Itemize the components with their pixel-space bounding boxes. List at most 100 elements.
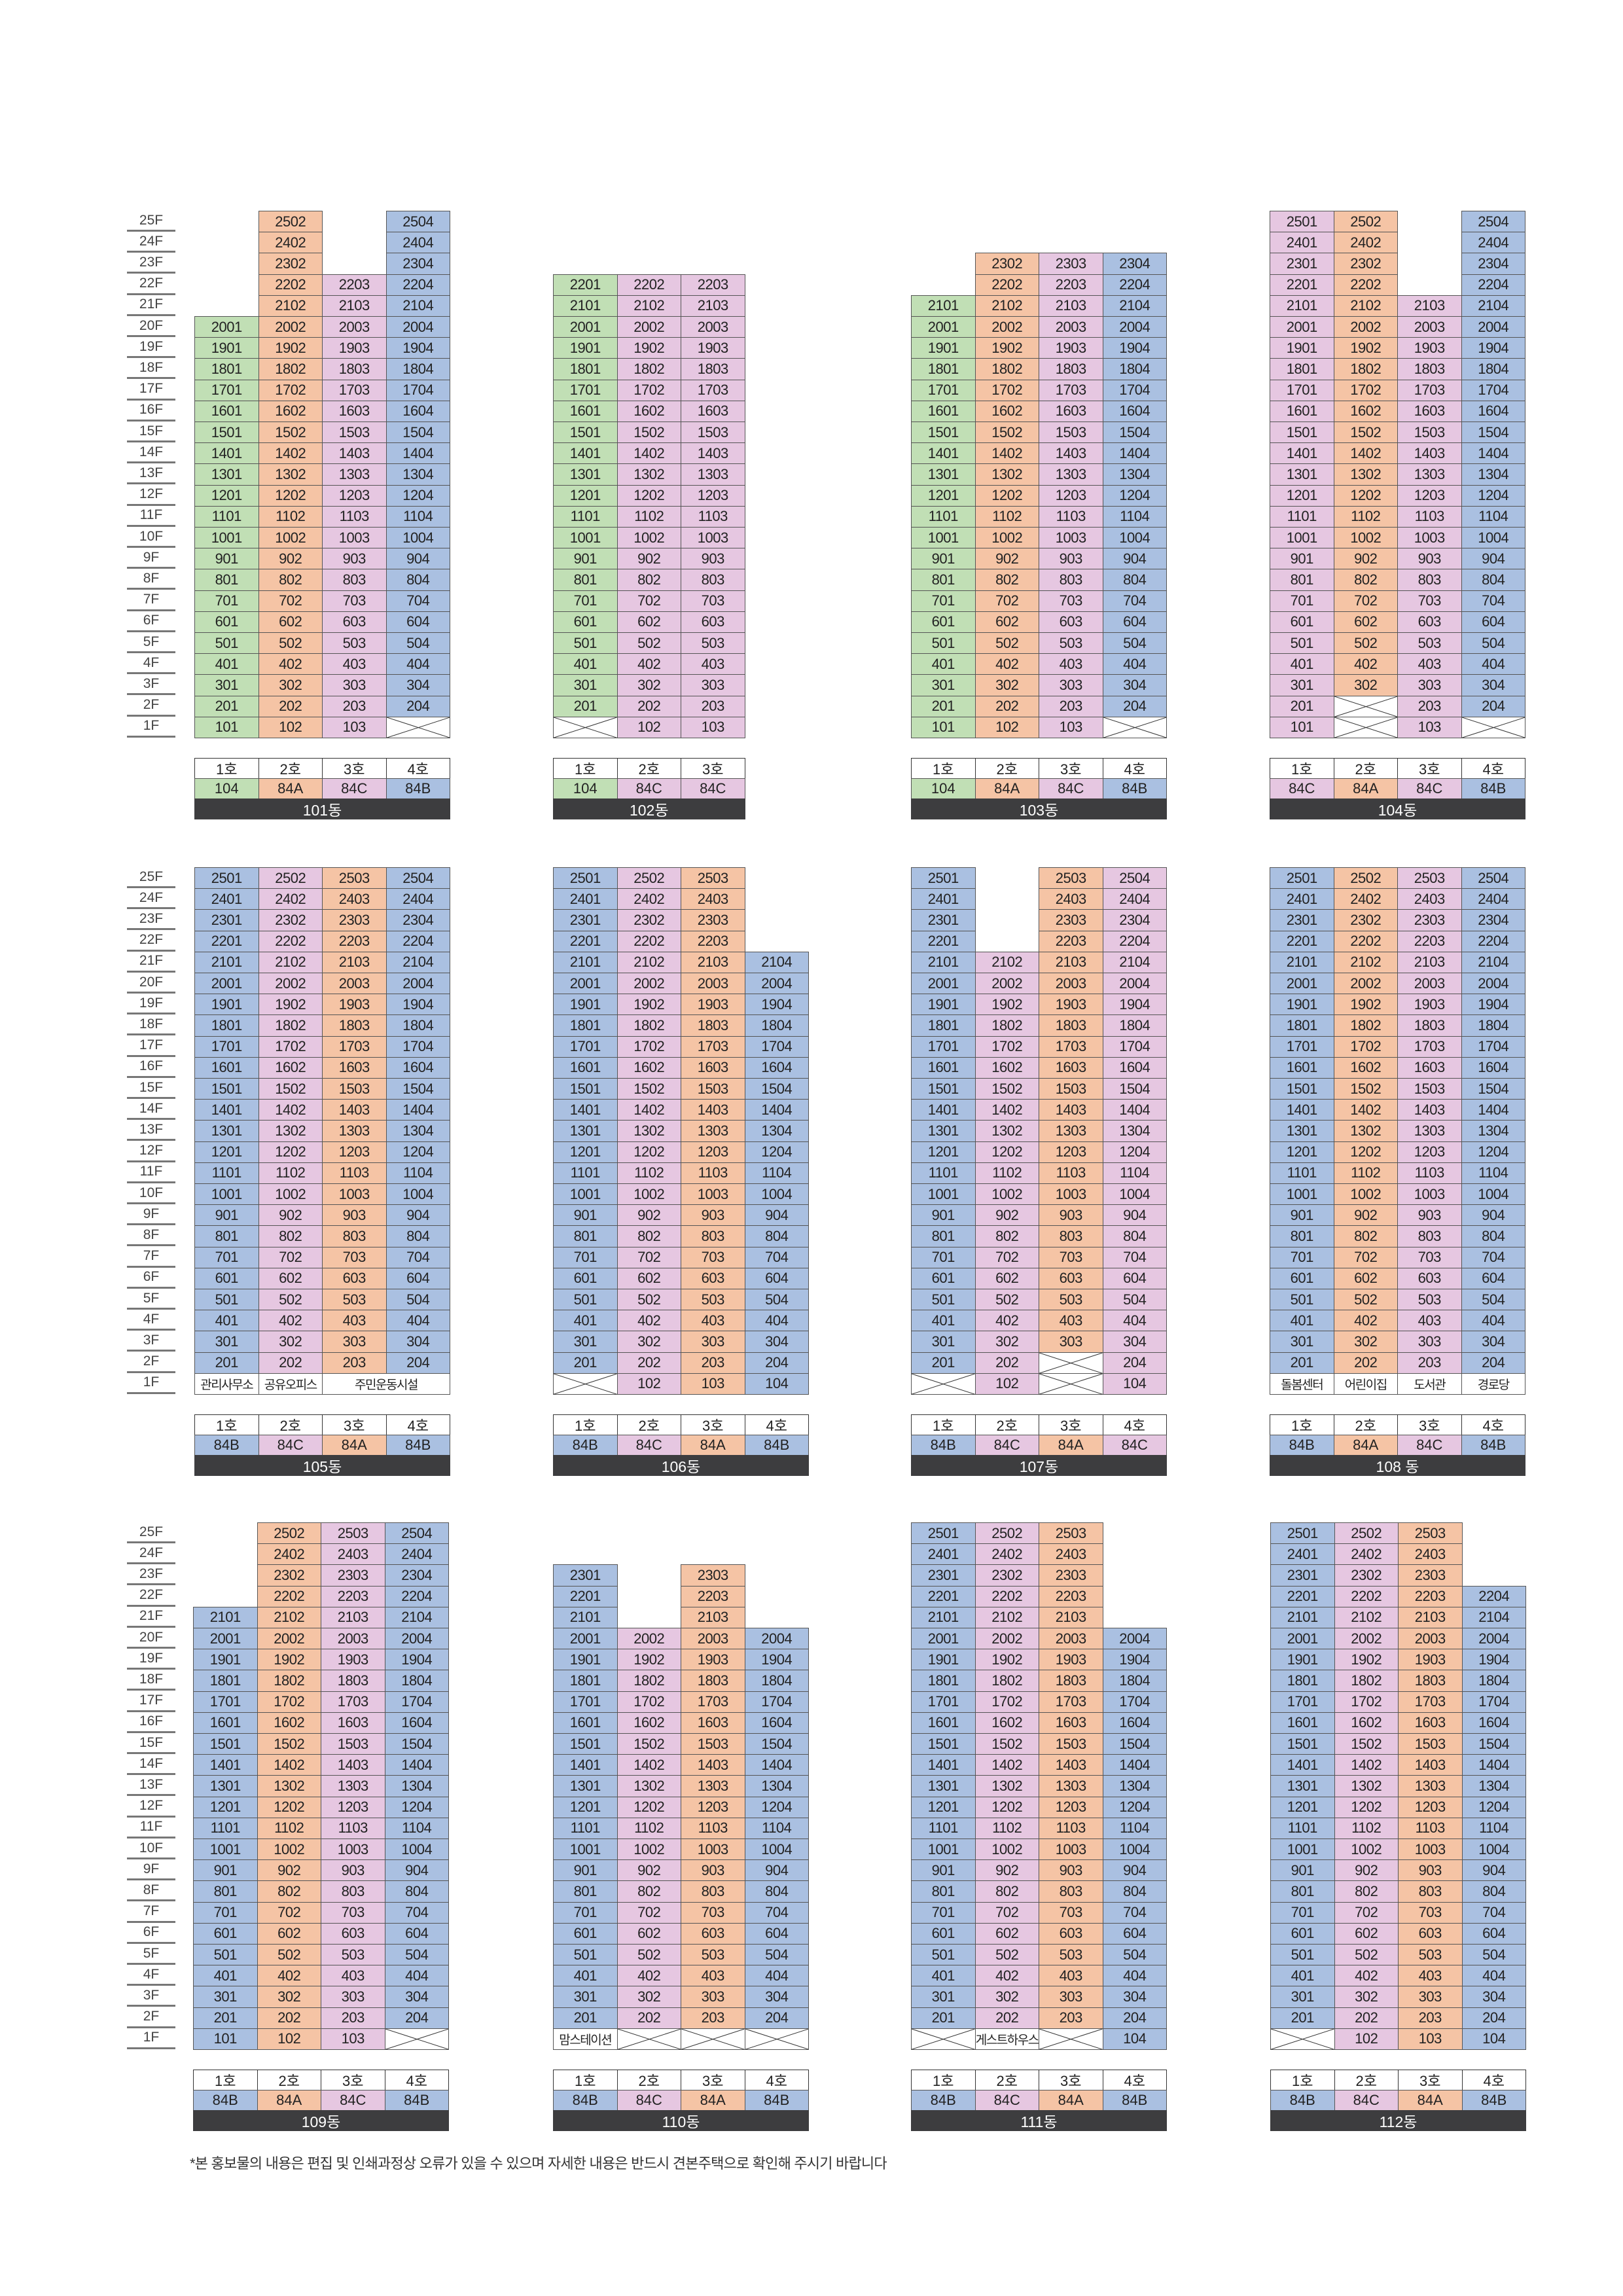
unit-cell: 2302 — [1333, 253, 1398, 275]
unit-cell: 2403 — [681, 888, 745, 910]
unit-cell: 1903 — [1039, 994, 1103, 1016]
unit-cell: 1401 — [1270, 1754, 1335, 1776]
unit-cell: 604 — [385, 1267, 450, 1289]
cross-mark-icon — [387, 717, 450, 738]
unit-cell: 1901 — [911, 337, 976, 359]
unit-cell: 101 — [194, 716, 259, 738]
unit-cell: 1801 — [553, 358, 618, 380]
unit-cell: 1303 — [322, 463, 387, 486]
unit-cell: 1101 — [194, 1162, 259, 1184]
unit-cell: 2102 — [616, 295, 681, 317]
unit-cell: 501 — [911, 1289, 976, 1311]
unit-cell: 2101 — [911, 951, 976, 973]
unit-cell: 2401 — [194, 888, 259, 910]
unit-cell: 1301 — [1270, 1775, 1335, 1797]
unit-cell: 604 — [1102, 1922, 1167, 1945]
unit-cell: 1701 — [911, 1035, 976, 1058]
legend-unit-type: 84C — [321, 2090, 385, 2111]
unit-cell: 201 — [1270, 2007, 1335, 2029]
unit-cell: 1803 — [681, 1014, 745, 1037]
unit-cell: 2104 — [1461, 951, 1525, 973]
unit-cell: 501 — [1270, 632, 1334, 655]
unit-cell: 903 — [1398, 1859, 1463, 1882]
unit-cell: 301 — [553, 1986, 618, 2008]
legend-unit-type: 84C — [974, 2090, 1039, 2111]
legend-ho-label: 2호 — [974, 1414, 1039, 1435]
unit-cell: 403 — [1039, 1310, 1103, 1332]
unit-cell: 2002 — [616, 973, 681, 995]
unit-cell: 2403 — [321, 1543, 385, 1566]
unit-cell: 1004 — [1461, 1183, 1525, 1206]
unit-cell: 803 — [1397, 569, 1462, 591]
unit-cell: 1603 — [1397, 400, 1462, 422]
unit-cell: 201 — [553, 695, 618, 717]
floor-label: 14F — [127, 442, 175, 464]
legend-unit-type: 84C — [974, 1435, 1039, 1456]
legend-ho-label: 4호 — [1102, 2070, 1167, 2090]
unit-cell: 103 — [321, 2028, 385, 2050]
unit-cell: 1902 — [1334, 1649, 1399, 1671]
unit-cell: 1101 — [1270, 1162, 1334, 1184]
unit-cell: 502 — [616, 1944, 681, 1966]
unit-cell: 1701 — [194, 379, 259, 401]
unit-cell: 2402 — [1333, 888, 1398, 910]
unit-cell: 2304 — [1461, 909, 1525, 931]
unit-cell: 1801 — [193, 1670, 258, 1692]
unit-cell: 2402 — [257, 1543, 321, 1566]
unit-cell: 401 — [553, 1310, 618, 1332]
floor-label: 10F — [127, 1839, 175, 1859]
unit-cell: 1102 — [1334, 1817, 1399, 1839]
unit-cell: 1104 — [1102, 1162, 1167, 1184]
unit-cell: 603 — [681, 1267, 745, 1289]
unit-cell: 804 — [1461, 569, 1525, 591]
unit-cell: 2001 — [1270, 973, 1334, 995]
unit-cell: 2003 — [1039, 1628, 1103, 1650]
unit-cell: 2002 — [1333, 316, 1398, 338]
legend-ho-label: 1호 — [1270, 2070, 1335, 2090]
unit-cell: 1202 — [616, 1141, 681, 1163]
floor-label: 24F — [127, 1543, 175, 1565]
unit-cell: 904 — [385, 548, 450, 570]
unit-cell: 1401 — [553, 1754, 618, 1776]
legend-unit-type: 84C — [616, 2090, 681, 2111]
unit-cell: 1401 — [1270, 442, 1334, 465]
unit-cell: 1403 — [1397, 1099, 1462, 1121]
unit-cell: 2404 — [1102, 888, 1167, 910]
unit-cell: 802 — [616, 1225, 681, 1247]
unit-cell: 804 — [744, 1225, 809, 1247]
unit-cell: 603 — [681, 611, 745, 633]
unit-cell: 1402 — [974, 1099, 1039, 1121]
unit-cell: 902 — [616, 548, 681, 570]
unit-cell: 2102 — [1333, 951, 1398, 973]
unit-cell: 904 — [744, 1859, 809, 1882]
unit-cell: 1401 — [1270, 1099, 1334, 1121]
unit-cell: 703 — [681, 1901, 745, 1924]
unit-cell: 803 — [681, 569, 745, 591]
unit-cell: 1202 — [616, 484, 681, 507]
unit-cell: 2401 — [1270, 232, 1334, 254]
unit-cell: 404 — [1102, 1310, 1167, 1332]
unit-cell: 1703 — [321, 1691, 385, 1713]
unit-cell: 2102 — [974, 951, 1039, 973]
unit-cell: 1901 — [911, 994, 976, 1016]
unit-cell: 502 — [1333, 1289, 1398, 1311]
unit-cell: 1802 — [257, 1670, 321, 1692]
unit-cell: 2501 — [1270, 867, 1334, 889]
floor-label: 7F — [127, 1247, 175, 1268]
unit-cell: 1601 — [911, 1056, 976, 1079]
unit-cell: 2003 — [681, 316, 745, 338]
legend-ho-label: 4호 — [1102, 1414, 1167, 1435]
unit-cell: 804 — [384, 1880, 449, 1903]
unit-cell: 2004 — [1461, 316, 1525, 338]
unit-cell: 502 — [258, 1289, 323, 1311]
unit-cell: 403 — [1039, 653, 1103, 675]
unit-cell: 1404 — [1102, 1099, 1167, 1121]
unit-cell: 404 — [1461, 653, 1525, 675]
unit-cell: 802 — [616, 1880, 681, 1903]
unit-cell: 1303 — [681, 463, 745, 486]
unit-cell: 1301 — [1270, 463, 1334, 486]
legend-ho-label: 3호 — [1397, 1414, 1462, 1435]
unit-cell: 804 — [385, 569, 450, 591]
unit-cell: 1203 — [322, 1141, 387, 1163]
unit-cell: 404 — [744, 1965, 809, 1987]
